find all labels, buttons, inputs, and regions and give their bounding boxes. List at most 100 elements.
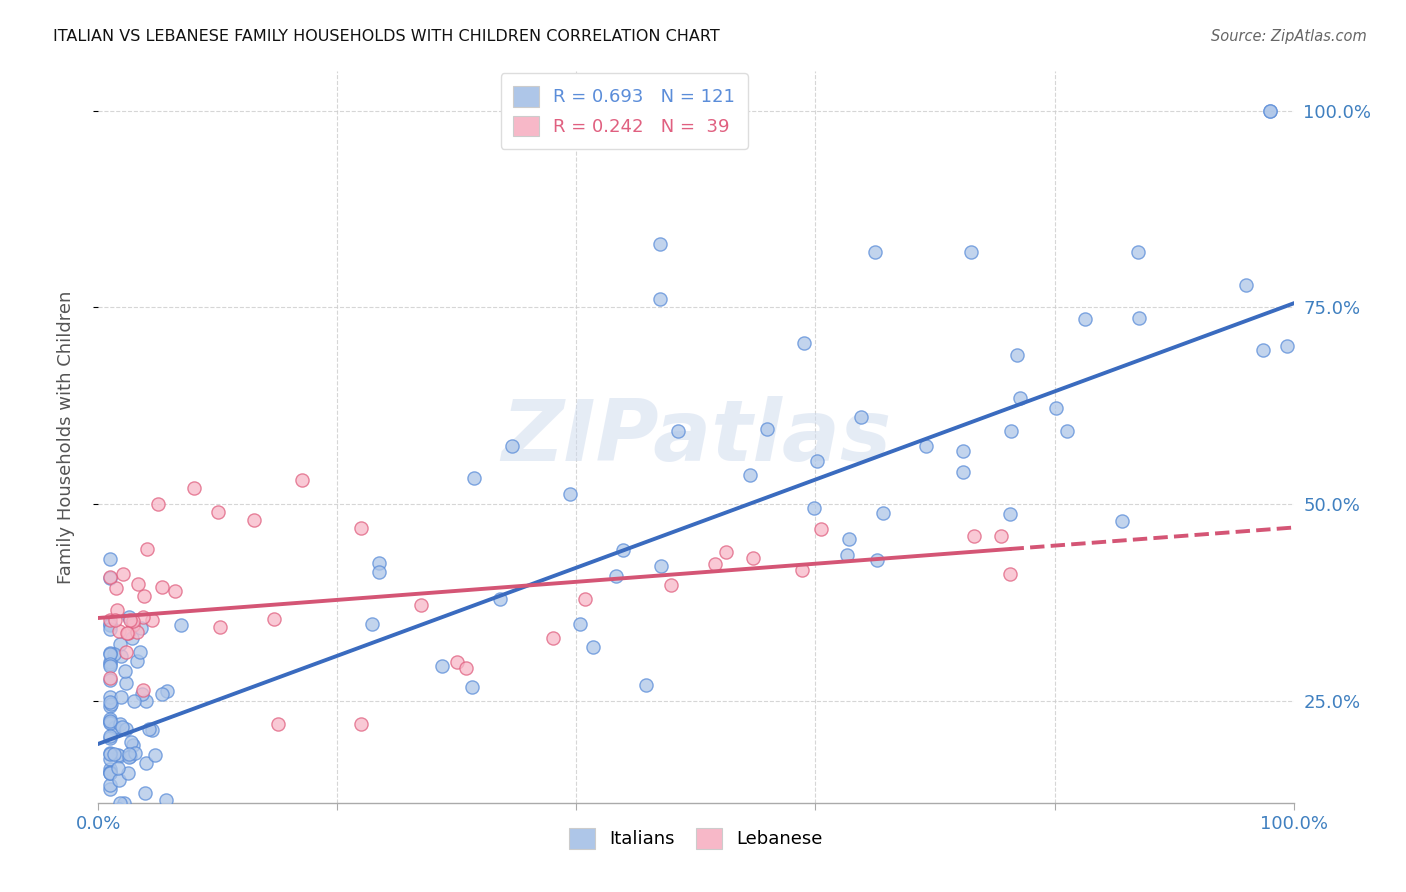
Point [98,747,122,761]
Point [432,659,454,673]
Point [368,566,391,580]
Point [208,620,231,634]
Point [107,761,129,775]
Point [1000,425,1022,439]
Point [1045,401,1067,416]
Point [952,465,974,479]
Point [107,748,129,763]
Point [1007,347,1029,361]
Point [963,529,986,543]
Point [115,625,138,640]
Point [110,648,132,663]
Point [114,664,136,678]
Point [350,717,373,731]
Point [121,631,143,645]
Point [1251,343,1274,357]
Point [110,717,132,731]
Point [648,237,672,252]
Point [98,747,122,761]
Point [114,645,136,659]
Point [650,559,672,574]
Point [134,786,156,800]
Point [792,563,814,577]
Point [98,764,122,779]
Point [1277,339,1299,353]
Point [456,661,478,675]
Point [103,747,125,761]
Point [98,731,122,746]
Point [135,542,157,557]
Point [104,720,127,734]
Point [112,796,135,810]
Text: ITALIAN VS LEBANESE FAMILY HOUSEHOLDS WITH CHILDREN CORRELATION CHART: ITALIAN VS LEBANESE FAMILY HOUSEHOLDS WI… [53,29,720,45]
Point [132,589,155,603]
Point [124,746,146,760]
Point [108,624,131,638]
Point [1056,424,1078,438]
Point [960,245,983,260]
Point [121,738,143,752]
Point [98,673,122,688]
Point [756,422,779,436]
Point [156,684,179,698]
Point [1128,245,1150,260]
Point [263,612,285,626]
Point [835,549,858,563]
Point [740,468,762,483]
Point [98,613,122,627]
Point [135,694,157,708]
Point [446,655,468,669]
Point [129,620,152,634]
Point [150,580,173,594]
Point [122,693,145,707]
Point [98,838,122,853]
Point [98,715,122,730]
Point [714,545,737,559]
Point [127,577,149,591]
Point [659,577,682,591]
Point [350,520,373,534]
Point [98,690,122,705]
Point [110,797,132,811]
Point [574,591,596,606]
Point [98,618,122,632]
Point [367,556,389,570]
Point [105,582,128,596]
Point [165,838,187,853]
Point [118,747,141,761]
Point [558,487,581,501]
Point [117,765,139,780]
Point [98,698,122,713]
Point [131,831,153,846]
Point [135,756,157,770]
Point [463,471,485,485]
Point [98,714,122,728]
Point [998,567,1021,582]
Point [914,440,936,454]
Point [155,792,177,806]
Point [108,801,131,815]
Point [741,551,763,566]
Point [105,602,128,616]
Point [100,697,122,711]
Point [207,505,229,519]
Point [98,781,122,796]
Point [648,838,672,853]
Point [98,616,122,631]
Point [121,617,143,632]
Point [98,657,122,671]
Point [132,682,155,697]
Point [98,838,122,853]
Point [117,626,139,640]
Point [98,571,122,585]
Point [98,752,122,766]
Point [98,762,122,776]
Point [648,293,672,307]
Point [634,678,657,692]
Point [118,610,141,624]
Point [141,723,163,738]
Point [849,409,872,424]
Point [103,721,125,735]
Point [98,778,122,792]
Point [125,624,148,639]
